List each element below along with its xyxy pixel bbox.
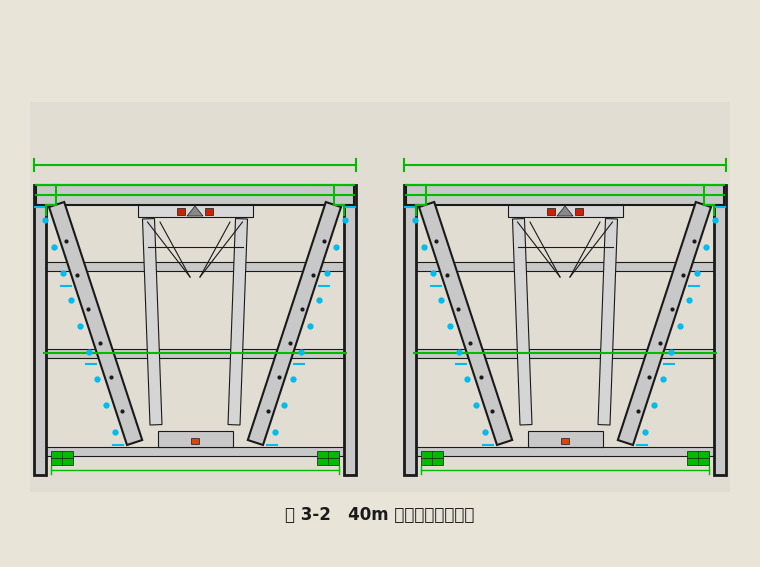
Bar (46, 349, 344, 358)
Bar (687, 451, 709, 465)
Polygon shape (618, 202, 711, 445)
Bar (46, 262, 344, 270)
Bar (157, 431, 233, 447)
Bar (547, 208, 555, 215)
Polygon shape (187, 206, 203, 216)
Polygon shape (248, 202, 341, 445)
Bar (177, 208, 185, 215)
Bar (30, 102, 730, 492)
Bar (317, 451, 339, 465)
Polygon shape (598, 218, 617, 425)
Bar (205, 208, 213, 215)
Bar (527, 431, 603, 447)
Polygon shape (49, 202, 142, 445)
Bar (561, 438, 569, 444)
Bar (406, 185, 724, 205)
Bar (36, 185, 354, 205)
Bar (575, 208, 583, 215)
Bar (34, 185, 46, 475)
Polygon shape (419, 202, 512, 445)
Bar (191, 438, 199, 444)
Bar (46, 447, 344, 456)
Bar (421, 451, 443, 465)
Polygon shape (143, 218, 162, 425)
Bar (344, 185, 356, 475)
Bar (508, 205, 622, 217)
Text: 图 3-2   40m 箱梁外模板断面图: 图 3-2 40m 箱梁外模板断面图 (285, 506, 475, 524)
Bar (51, 451, 73, 465)
Polygon shape (557, 206, 573, 216)
Polygon shape (512, 218, 532, 425)
Polygon shape (228, 218, 248, 425)
Bar (416, 262, 714, 270)
Bar (138, 205, 252, 217)
Bar (714, 185, 726, 475)
Bar (404, 185, 416, 475)
Bar (416, 349, 714, 358)
Bar (416, 447, 714, 456)
